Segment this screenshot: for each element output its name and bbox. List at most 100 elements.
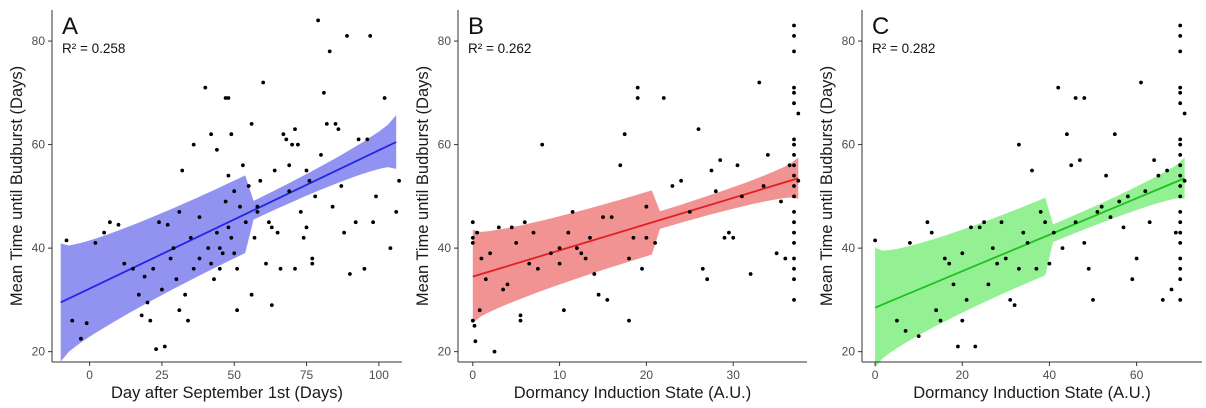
data-point <box>1117 199 1122 204</box>
data-point <box>229 132 234 137</box>
data-point <box>635 85 640 90</box>
y-axis-title: Mean Time until Budburst (Days) <box>414 66 432 306</box>
regression-line <box>472 177 799 278</box>
data-point <box>640 266 644 271</box>
data-point <box>964 298 969 302</box>
y-tick-label: 20 <box>842 345 856 359</box>
x-tick-label: 0 <box>469 368 476 382</box>
data-point <box>622 132 627 137</box>
data-point <box>995 261 999 266</box>
data-point <box>982 220 986 225</box>
data-point <box>374 194 378 199</box>
data-point <box>394 210 399 214</box>
data-point <box>787 163 792 168</box>
data-point <box>792 266 796 271</box>
data-point <box>1078 158 1082 163</box>
data-point <box>779 199 783 204</box>
data-point <box>1169 287 1174 292</box>
data-point <box>307 178 312 183</box>
data-point <box>1012 303 1017 307</box>
y-tick-label: 60 <box>32 138 46 152</box>
data-point <box>618 163 623 168</box>
data-point <box>792 194 796 199</box>
data-point <box>142 274 147 279</box>
data-point <box>327 49 332 54</box>
data-point <box>766 153 770 157</box>
data-point <box>212 277 216 282</box>
y-tick-label: 20 <box>438 345 452 359</box>
data-point <box>1178 277 1183 282</box>
data-point <box>475 230 479 235</box>
data-point <box>1178 266 1183 271</box>
data-point <box>183 292 188 297</box>
data-point <box>1178 85 1183 90</box>
data-point <box>531 230 536 235</box>
y-axis-title: Mean Time until Budburst (Days) <box>818 66 836 306</box>
data-point <box>501 287 505 292</box>
data-point <box>999 220 1004 225</box>
data-point <box>1086 266 1091 271</box>
data-point <box>631 235 636 240</box>
data-point <box>223 96 228 100</box>
data-point <box>792 142 796 147</box>
data-point <box>509 225 514 230</box>
data-point <box>792 277 796 282</box>
data-point <box>792 241 796 245</box>
data-point <box>171 246 176 251</box>
data-point <box>258 178 263 183</box>
data-point <box>319 153 323 157</box>
data-point <box>243 220 248 225</box>
data-point <box>304 225 309 230</box>
data-point <box>1156 173 1161 178</box>
data-point <box>255 210 260 214</box>
x-tick-label: 75 <box>300 368 314 382</box>
data-point <box>951 282 956 287</box>
data-point <box>562 308 566 313</box>
data-point <box>757 80 762 85</box>
regression-line <box>874 177 1185 309</box>
panel-b: 0 10 20 30 20 40 60 80 Dormancy Induction State … <box>414 10 807 402</box>
data-point <box>670 184 675 188</box>
confidence-band <box>472 157 799 324</box>
data-point <box>792 220 796 225</box>
data-point <box>145 300 150 305</box>
data-point <box>1112 132 1117 137</box>
data-point <box>783 256 788 261</box>
data-point <box>1178 23 1183 28</box>
r-squared-annotation: R² = 0.282 <box>872 41 935 56</box>
data-point <box>942 256 947 261</box>
data-point <box>388 246 393 251</box>
data-point <box>232 189 237 194</box>
data-point <box>84 321 89 326</box>
data-point <box>740 194 744 199</box>
data-point <box>792 85 796 90</box>
data-point <box>223 199 228 204</box>
data-point <box>644 204 649 209</box>
data-point <box>792 256 796 261</box>
data-point <box>973 344 978 349</box>
data-point <box>333 122 338 126</box>
x-tick-label: 25 <box>155 368 169 382</box>
data-point <box>1091 298 1095 302</box>
data-point <box>165 222 170 227</box>
data-point <box>601 215 605 220</box>
data-point <box>324 122 329 126</box>
data-point <box>557 261 562 266</box>
data-point <box>792 184 796 188</box>
data-point <box>180 168 185 173</box>
x-tick-label: 0 <box>86 368 93 382</box>
data-point <box>188 235 193 240</box>
data-point <box>761 184 766 188</box>
data-point <box>792 173 796 178</box>
data-point <box>1060 246 1065 251</box>
data-point <box>102 230 106 235</box>
data-point <box>215 230 219 235</box>
regression-line <box>60 141 397 304</box>
data-point <box>1182 178 1187 183</box>
data-point <box>514 241 519 245</box>
data-point <box>796 178 801 183</box>
data-point <box>353 220 358 225</box>
data-point <box>345 34 349 38</box>
data-point <box>362 266 367 271</box>
